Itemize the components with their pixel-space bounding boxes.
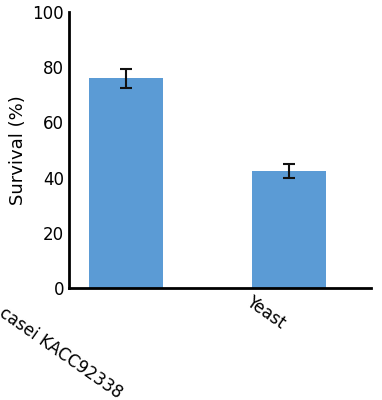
Bar [252, 171, 326, 288]
Y-axis label: Survival (%): Survival (%) [9, 95, 27, 205]
Bar [89, 78, 163, 288]
